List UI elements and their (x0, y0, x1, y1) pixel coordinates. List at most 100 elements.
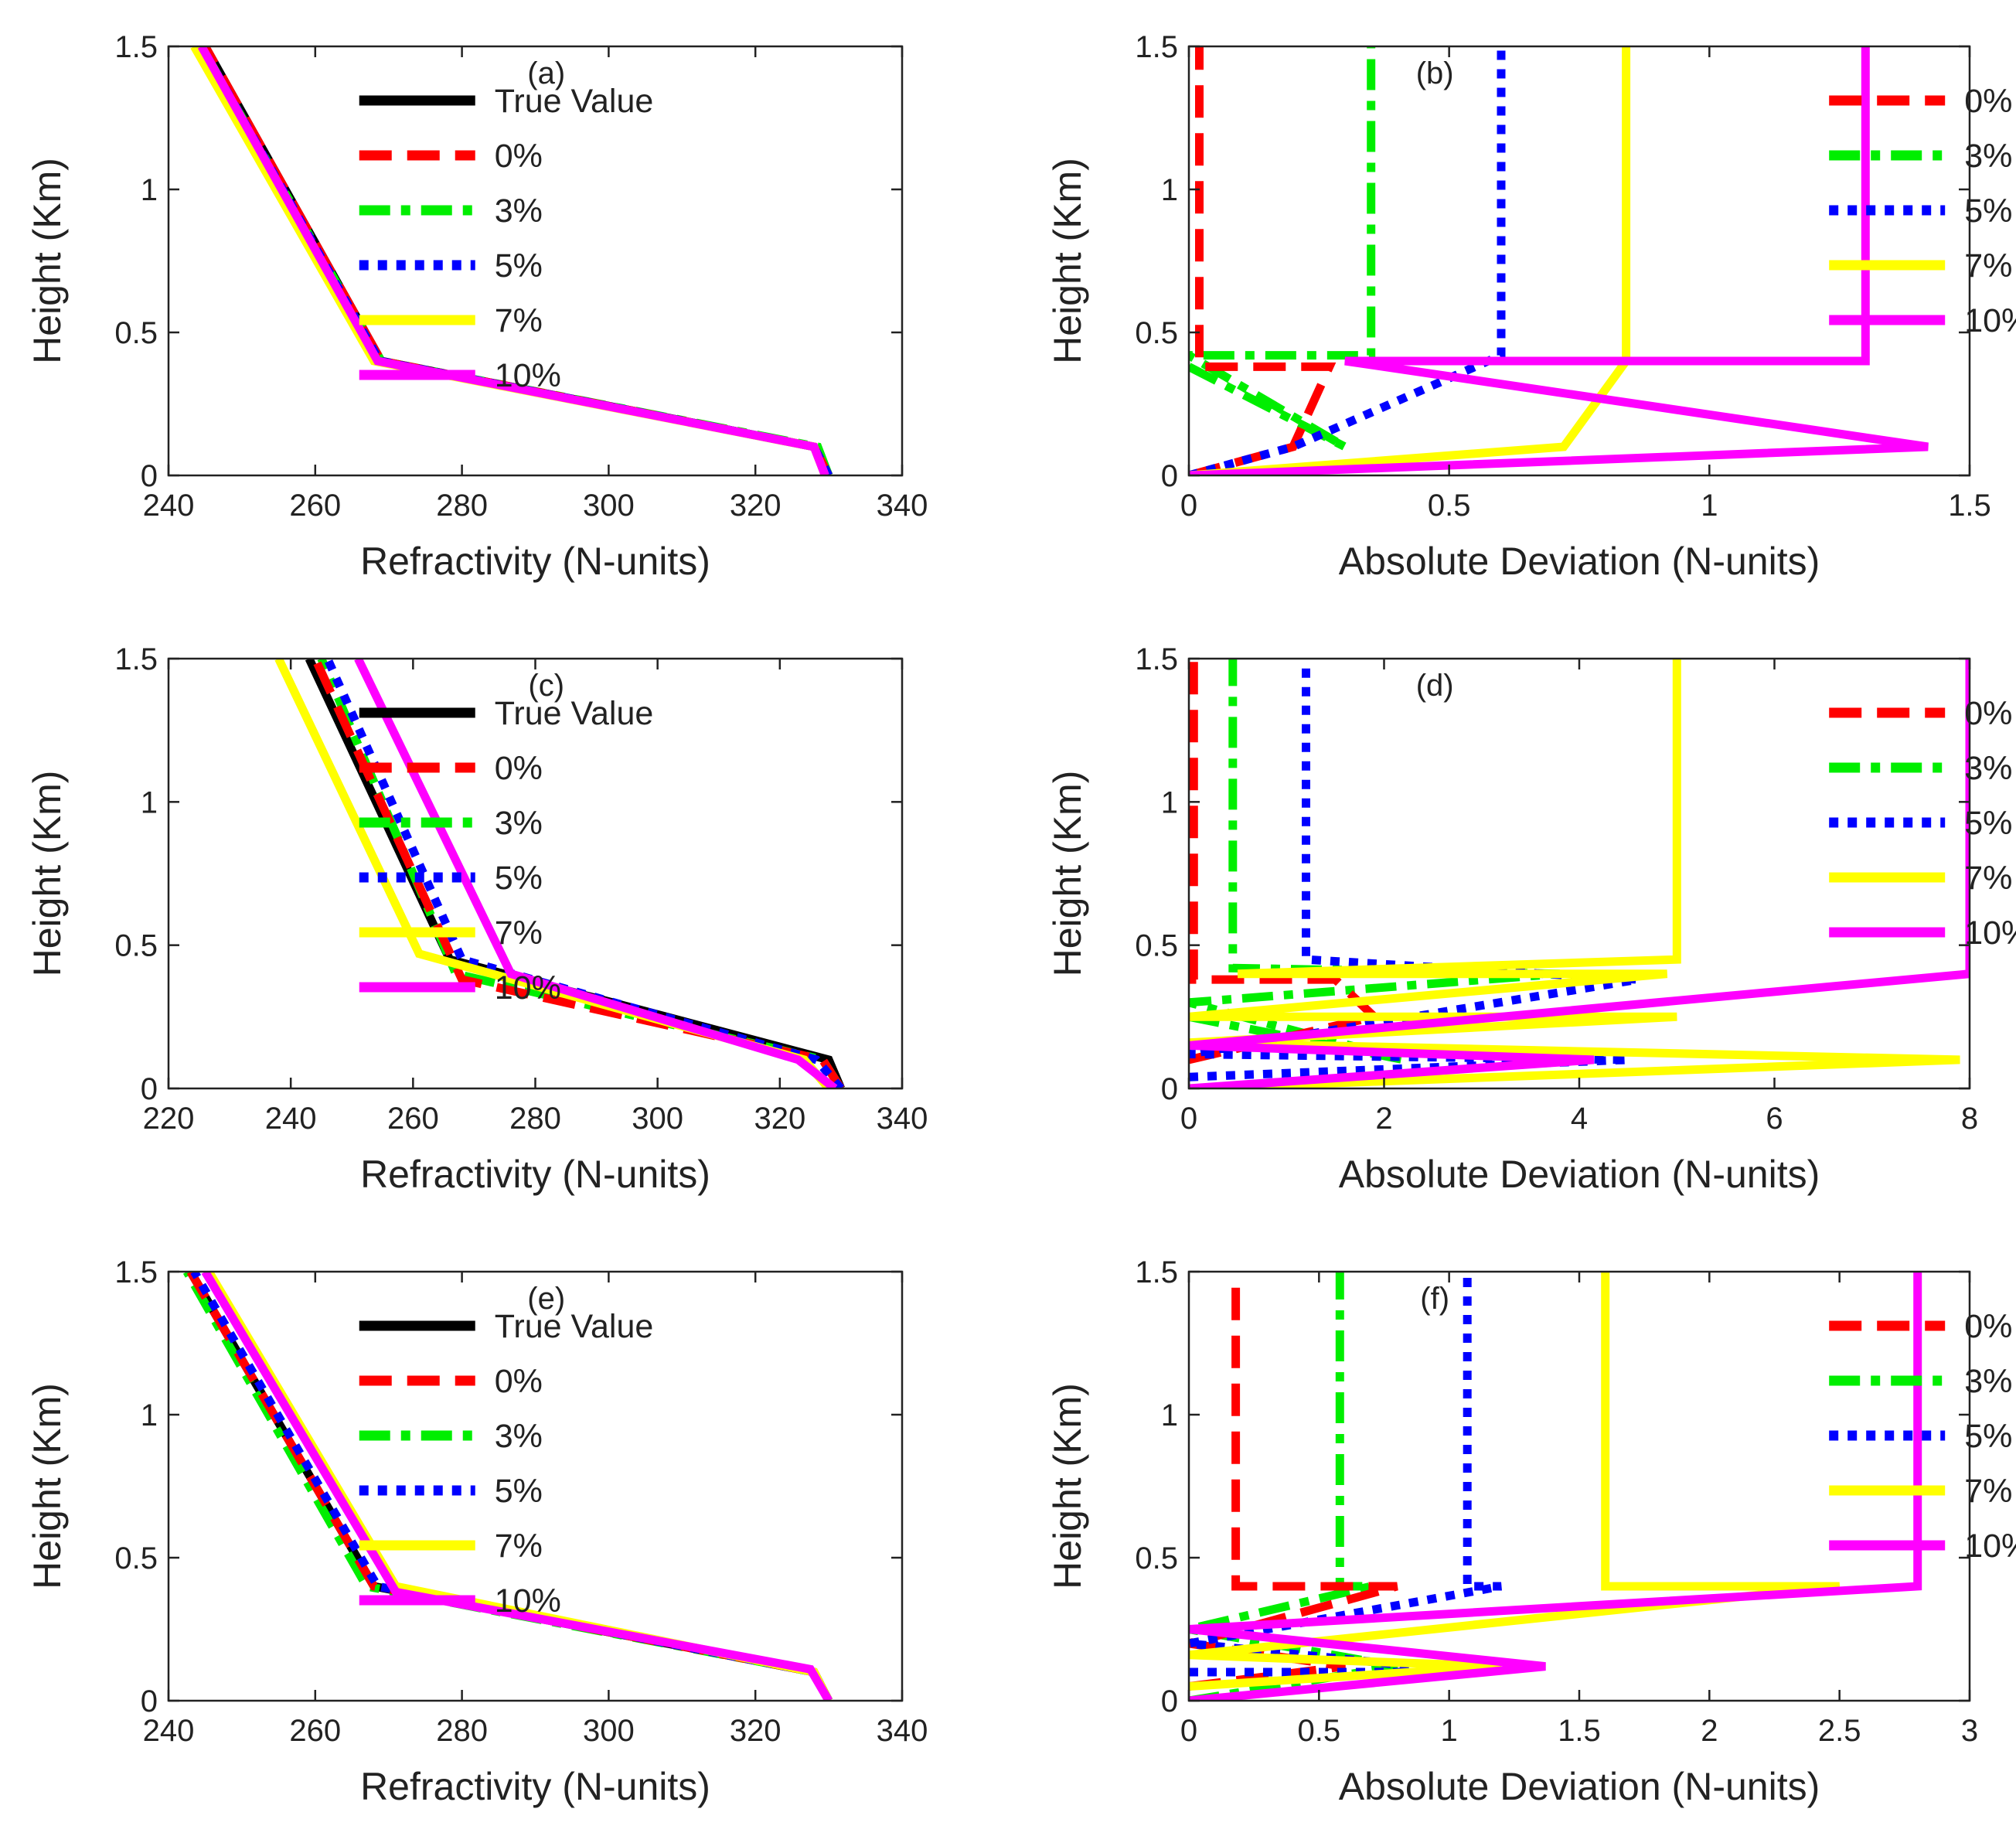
series-line (1189, 659, 1970, 1088)
panel-label: (c) (528, 669, 564, 703)
panel-label: (d) (1416, 669, 1454, 703)
y-axis-label: Height (Km) (1046, 158, 1089, 364)
y-tick-label: 0 (141, 1684, 158, 1718)
legend-label: 0% (495, 138, 543, 175)
series-line (1189, 659, 1960, 1088)
series-line (197, 46, 829, 475)
legend-label: 10% (495, 357, 561, 394)
x-tick-label: 280 (436, 1714, 488, 1748)
legend-label: 3% (495, 192, 543, 230)
x-tick-label: 240 (265, 1102, 317, 1136)
chart-panel: 0 0.5 1 1.5 2 2.5 3 0 0.5 1 1.5 Absolute Deviation … (1046, 1255, 2016, 1808)
legend: 0% 3% 5% 7% 10% (1829, 695, 2016, 952)
legend: True Value 0% 3% 5% 7% 10% (359, 1308, 654, 1620)
y-tick-label: 0 (1161, 459, 1178, 493)
y-tick-label: 1 (1161, 785, 1178, 819)
x-tick-label: 260 (289, 489, 341, 523)
axes-frame (167, 1270, 904, 1702)
legend-label: True Value (495, 1308, 654, 1345)
x-tick-label: 240 (143, 489, 195, 523)
y-tick-label: 1.5 (1135, 1255, 1178, 1289)
y-tick-label: 0 (1161, 1684, 1178, 1718)
axes-frame (1187, 45, 1971, 477)
x-tick-label: 260 (387, 1102, 439, 1136)
legend-label: 0% (495, 750, 543, 787)
legend-label: 5% (1964, 192, 2012, 230)
series-line (1189, 46, 1376, 451)
legend-label: 10% (495, 969, 561, 1007)
legend-label: True Value (495, 83, 654, 120)
legend-label: 7% (495, 302, 543, 339)
y-axis-label: Height (Km) (1046, 771, 1089, 977)
x-tick-label: 220 (143, 1102, 195, 1136)
legend: 0% 3% 5% 7% 10% (1829, 1308, 2016, 1565)
series-line (1189, 46, 1929, 475)
y-axis-label: Height (Km) (26, 158, 69, 364)
legend: 0% 3% 5% 7% 10% (1829, 83, 2016, 339)
y-tick-label: 0.5 (1135, 316, 1178, 350)
series-line (1189, 1272, 1922, 1701)
x-tick-label: 280 (509, 1102, 561, 1136)
legend-label: 3% (495, 1418, 543, 1455)
legend-label: 10% (1964, 915, 2016, 952)
x-tick-label: 280 (436, 489, 488, 523)
legend-label: 7% (1964, 860, 2012, 897)
series-line (201, 1272, 833, 1701)
x-tick-label: 320 (730, 1714, 782, 1748)
x-tick-label: 340 (877, 1102, 928, 1136)
panel-label: (e) (527, 1282, 565, 1316)
x-tick-label: 2.5 (1818, 1714, 1861, 1748)
x-tick-label: 340 (877, 489, 928, 523)
y-axis-label: Height (Km) (1046, 1383, 1089, 1589)
x-tick-label: 240 (143, 1714, 195, 1748)
series-line (1189, 1272, 1398, 1701)
panel-label: (f) (1420, 1282, 1449, 1316)
series-group (274, 659, 845, 1088)
legend-label: 10% (1964, 302, 2016, 339)
x-tick-label: 3 (1961, 1714, 1978, 1748)
legend-label: 0% (495, 1363, 543, 1400)
legend-label: 7% (1964, 247, 2012, 284)
x-tick-label: 2 (1375, 1102, 1392, 1136)
y-tick-label: 1 (141, 1398, 158, 1432)
x-tick-label: 0 (1180, 1714, 1197, 1748)
x-tick-label: 1.5 (1558, 1714, 1601, 1748)
legend-label: 3% (1964, 138, 2012, 175)
y-axis-label: Height (Km) (26, 771, 69, 977)
x-axis-label: Absolute Deviation (N-units) (1339, 540, 1820, 583)
legend-label: 3% (1964, 750, 2012, 787)
y-tick-label: 1 (1161, 173, 1178, 207)
chart-panel: 0 2 4 6 8 0 0.5 1 1.5 Absolute Deviation (N-units… (1046, 642, 2016, 1196)
series-line (323, 659, 845, 1088)
y-axis-label: Height (Km) (26, 1383, 69, 1589)
x-tick-label: 2 (1701, 1714, 1718, 1748)
legend-label: 7% (495, 1528, 543, 1565)
y-tick-label: 0.5 (114, 929, 158, 963)
x-tick-label: 6 (1766, 1102, 1783, 1136)
x-tick-label: 0.5 (1428, 489, 1471, 523)
x-tick-label: 0 (1180, 489, 1197, 523)
series-line (1189, 46, 1506, 475)
x-tick-label: 0 (1180, 1102, 1197, 1136)
series-line (1189, 46, 1631, 475)
y-tick-label: 1 (141, 173, 158, 207)
x-tick-label: 340 (877, 1714, 928, 1748)
y-tick-label: 0.5 (1135, 929, 1178, 963)
axes-frame (167, 45, 904, 477)
legend-label: 5% (1964, 1418, 2012, 1455)
x-axis-label: Refractivity (N-units) (360, 540, 710, 583)
x-tick-label: 1 (1441, 1714, 1458, 1748)
y-tick-label: 1.5 (114, 642, 158, 676)
series-group (1189, 659, 1970, 1088)
legend: True Value 0% 3% 5% 7% 10% (359, 695, 653, 1007)
series-line (1189, 46, 1337, 475)
y-tick-label: 1.5 (114, 30, 158, 64)
chart-panel: 0 0.5 1 1.5 0 0.5 1 1.5 Absolute Deviation (N-un… (1046, 30, 2016, 583)
x-tick-label: 1 (1701, 489, 1718, 523)
x-tick-label: 260 (289, 1714, 341, 1748)
legend-label: 3% (495, 805, 543, 842)
x-tick-label: 320 (730, 489, 782, 523)
legend-label: 7% (495, 915, 543, 952)
legend-label: 5% (495, 247, 543, 284)
